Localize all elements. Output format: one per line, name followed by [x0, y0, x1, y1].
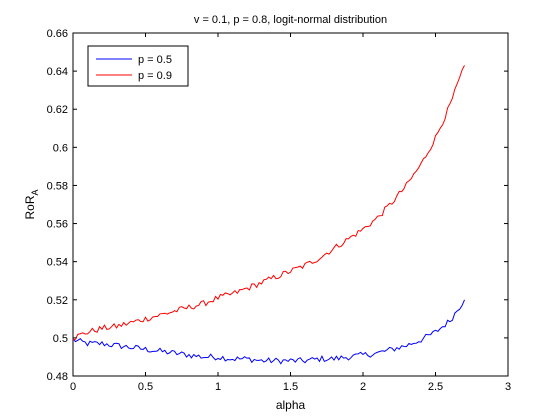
y-tick-label: 0.6: [53, 142, 68, 154]
x-tick-label: 1: [215, 381, 221, 393]
legend-box: [87, 45, 189, 87]
y-axis-label: RoRA: [23, 189, 40, 219]
x-tick-label: 0: [70, 381, 76, 393]
y-tick-label: 0.64: [47, 66, 68, 78]
x-tick-label: 1.5: [283, 381, 298, 393]
y-tick-label: 0.52: [47, 295, 68, 307]
x-tick-label: 2: [360, 381, 366, 393]
y-tick-label: 0.5: [53, 333, 68, 345]
legend: p = 0.5 p = 0.9: [87, 45, 189, 87]
series-lines: [72, 65, 465, 365]
y-axis-label-main: RoR: [23, 195, 37, 219]
y-tick-label: 0.66: [47, 28, 68, 40]
plot-frame: [72, 32, 509, 377]
y-tick-label: 0.48: [47, 371, 68, 383]
y-tick-label: 0.54: [47, 257, 68, 269]
y-tick-label: 0.56: [47, 219, 68, 231]
x-axis-label: alpha: [276, 398, 306, 412]
legend-label: p = 0.5: [138, 54, 172, 66]
series-line-1: [72, 299, 465, 365]
x-tick-label: 2.5: [428, 381, 443, 393]
svg-text:RoRA: RoRA: [23, 189, 40, 219]
plot-area: [72, 32, 509, 377]
legend-label: p = 0.9: [138, 70, 172, 82]
y-axis: 0.48 0.5 0.52 0.54 0.56 0.58 0.6 0.62 0.64 0.66: [47, 28, 508, 383]
x-tick-label: 3: [505, 381, 511, 393]
y-axis-label-subscript: A: [30, 189, 40, 195]
series-line-2: [72, 65, 465, 341]
chart-title: v = 0.1, p = 0.8, logit-normal distribut…: [194, 14, 387, 26]
y-tick-label: 0.58: [47, 180, 68, 192]
y-tick-label: 0.62: [47, 104, 68, 116]
x-tick-label: 0.5: [138, 381, 153, 393]
x-axis: 0 0.5 1 1.5 2 2.5 3: [70, 33, 511, 393]
